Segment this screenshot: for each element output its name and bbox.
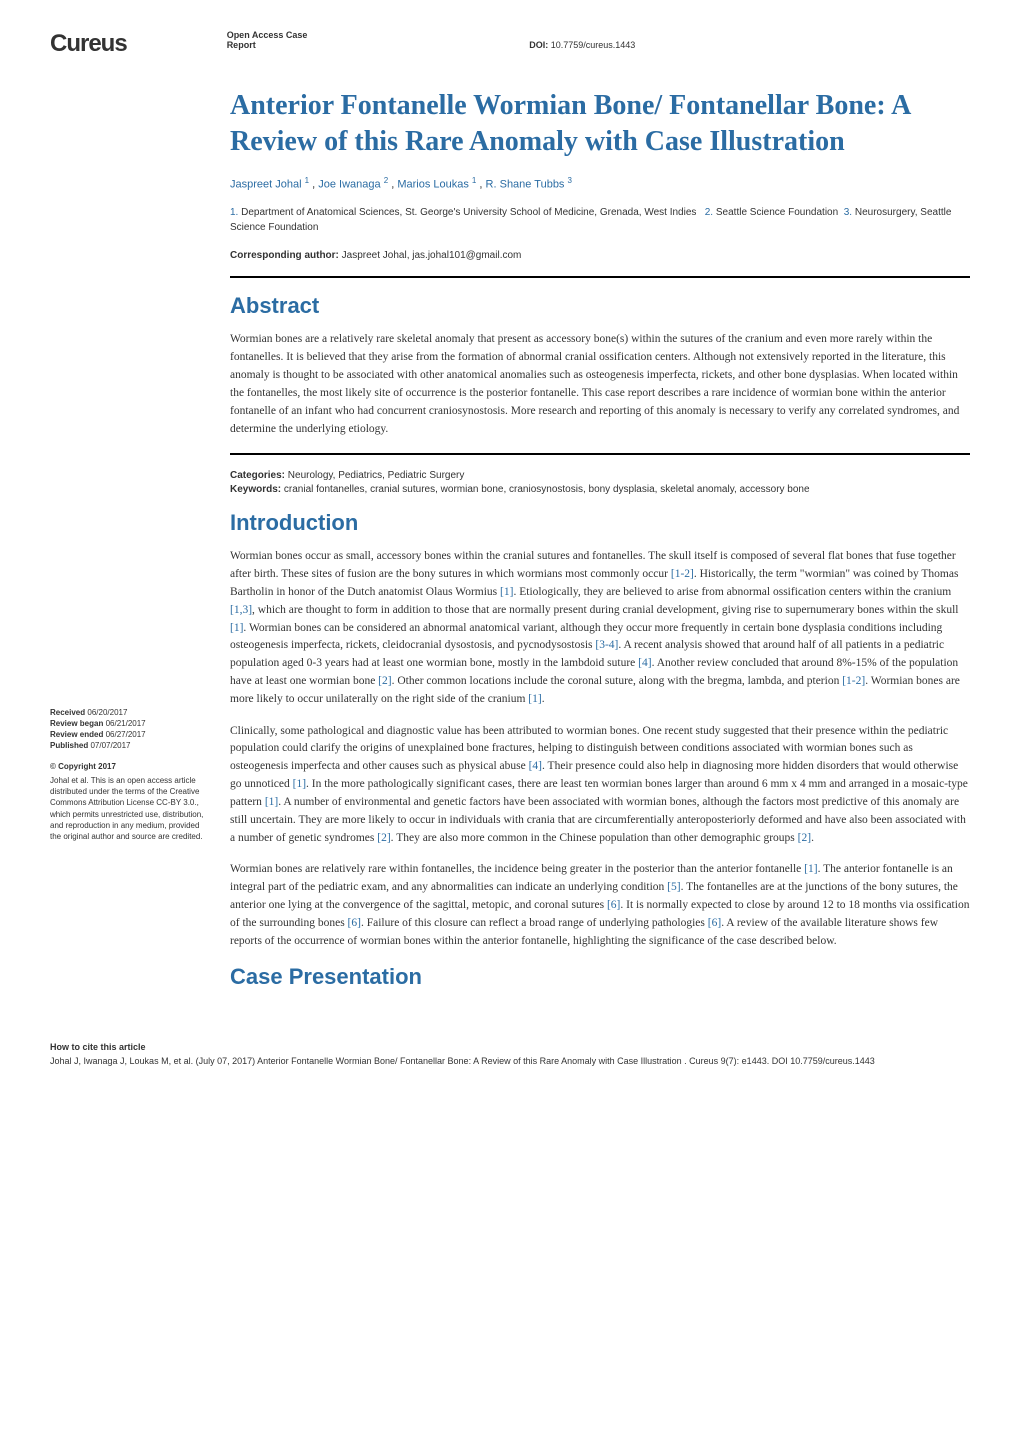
ref-link[interactable]: [1] <box>265 796 278 808</box>
ref-link[interactable]: [1] <box>230 622 243 634</box>
keywords: Keywords: cranial fontanelles, cranial s… <box>230 484 970 495</box>
article-dates: Received 06/20/2017 Review began 06/21/2… <box>50 708 210 750</box>
intro-paragraph-3: Wormian bones are relatively rare within… <box>230 861 970 950</box>
ref-link[interactable]: [1] <box>500 586 513 598</box>
article-title: Anterior Fontanelle Wormian Bone/ Fontan… <box>230 88 970 161</box>
ref-link[interactable]: [1-2] <box>671 568 694 580</box>
main-content: Anterior Fontanelle Wormian Bone/ Fontan… <box>230 88 970 1002</box>
abstract-text: Wormian bones are a relatively rare skel… <box>230 331 970 438</box>
affiliations: 1. Department of Anatomical Sciences, St… <box>230 205 970 235</box>
author-link[interactable]: Joe Iwanaga <box>318 178 380 190</box>
citation-text: Johal J, Iwanaga J, Loukas M, et al. (Ju… <box>50 1055 970 1068</box>
license-text: Johal et al. This is an open access arti… <box>50 775 210 842</box>
journal-logo: Cureus <box>50 30 127 58</box>
abstract-heading: Abstract <box>230 293 970 319</box>
intro-paragraph-1: Wormian bones occur as small, accessory … <box>230 548 970 708</box>
intro-paragraph-2: Clinically, some pathological and diagno… <box>230 723 970 848</box>
ref-link[interactable]: [1-2] <box>842 675 865 687</box>
left-sidebar: Received 06/20/2017 Review began 06/21/2… <box>50 88 230 1002</box>
ref-link[interactable]: [2] <box>377 832 390 844</box>
categories: Categories: Neurology, Pediatrics, Pedia… <box>230 470 970 481</box>
author-link[interactable]: R. Shane Tubbs <box>486 178 565 190</box>
page-header: Cureus Open Access Case Report DOI: 10.7… <box>50 30 970 58</box>
ref-link[interactable]: [4] <box>638 657 651 669</box>
ref-link[interactable]: [6] <box>607 899 620 911</box>
case-presentation-heading: Case Presentation <box>230 964 970 990</box>
introduction-heading: Introduction <box>230 510 970 536</box>
copyright-label: © Copyright 2017 <box>50 762 210 771</box>
citation-heading: How to cite this article <box>50 1042 970 1052</box>
ref-link[interactable]: [5] <box>667 881 680 893</box>
access-type: Open Access Case Report <box>227 30 327 50</box>
header-meta: Open Access Case Report DOI: 10.7759/cur… <box>227 30 636 50</box>
ref-link[interactable]: [1,3] <box>230 604 252 616</box>
doi-block: DOI: 10.7759/cureus.1443 <box>529 40 635 50</box>
authors-list: Jaspreet Johal 1 , Joe Iwanaga 2 , Mario… <box>230 176 970 191</box>
divider <box>230 276 970 278</box>
ref-link[interactable]: [1] <box>804 863 817 875</box>
ref-link[interactable]: [2] <box>378 675 391 687</box>
ref-link[interactable]: [4] <box>529 760 542 772</box>
ref-link[interactable]: [2] <box>798 832 811 844</box>
page-footer: How to cite this article Johal J, Iwanag… <box>50 1042 970 1068</box>
ref-link[interactable]: [1] <box>528 693 541 705</box>
divider <box>230 453 970 455</box>
ref-link[interactable]: [3-4] <box>595 639 618 651</box>
ref-link[interactable]: [6] <box>348 917 361 929</box>
ref-link[interactable]: [6] <box>708 917 721 929</box>
ref-link[interactable]: [1] <box>293 778 306 790</box>
corresponding-author: Corresponding author: Jaspreet Johal, ja… <box>230 250 970 261</box>
author-link[interactable]: Marios Loukas <box>397 178 469 190</box>
author-link[interactable]: Jaspreet Johal <box>230 178 302 190</box>
